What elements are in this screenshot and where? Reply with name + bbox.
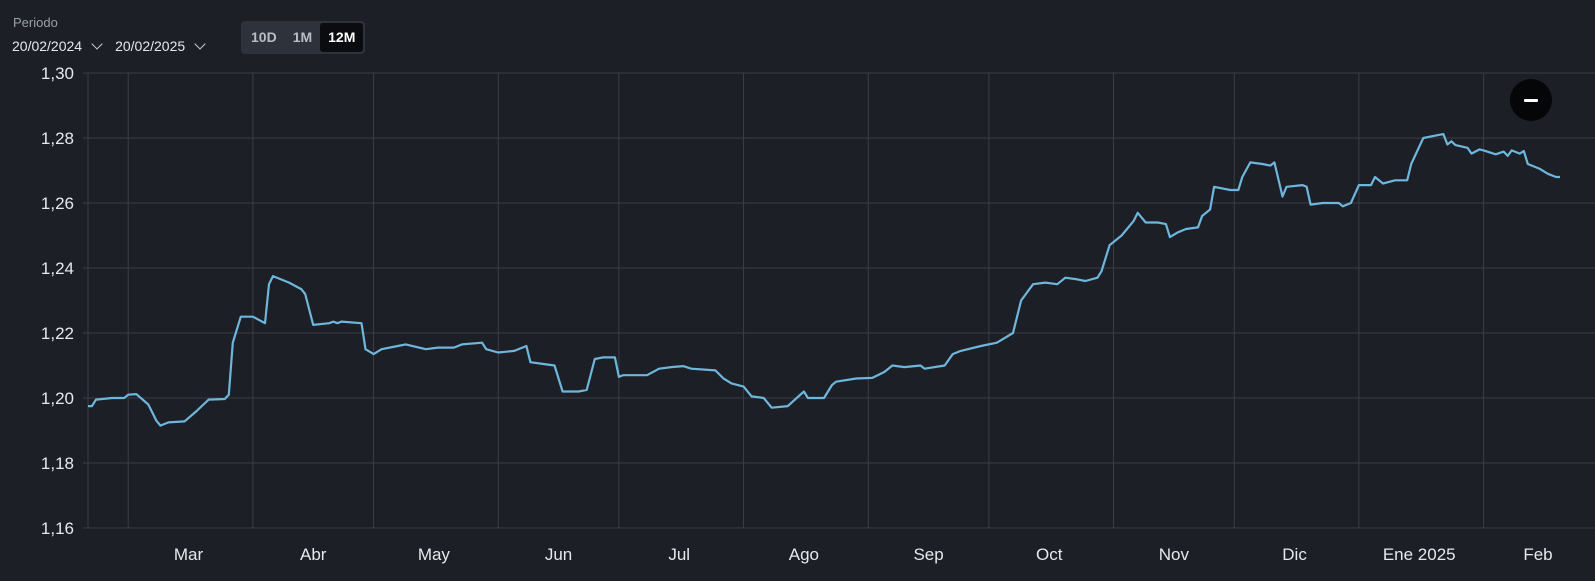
- x-tick-label: Jul: [668, 545, 690, 564]
- end-date-value: 20/02/2025: [115, 38, 186, 54]
- y-tick-label: 1,24: [41, 259, 74, 278]
- y-tick-label: 1,26: [41, 194, 74, 213]
- x-tick-label: Nov: [1159, 545, 1190, 564]
- start-date-picker[interactable]: 20/02/2024: [12, 37, 103, 54]
- minus-icon: [1524, 98, 1538, 102]
- x-tick-label: Mar: [174, 545, 204, 564]
- range-tab-10d[interactable]: 10D: [251, 29, 277, 45]
- y-tick-label: 1,28: [41, 129, 74, 148]
- y-tick-label: 1,22: [41, 324, 74, 343]
- x-tick-label: Abr: [300, 545, 327, 564]
- series-line: [88, 133, 1560, 427]
- y-tick-label: 1,18: [41, 454, 74, 473]
- end-date-picker[interactable]: 20/02/2025: [115, 37, 206, 54]
- x-tick-label: Dic: [1282, 545, 1307, 564]
- grid-lines: [83, 72, 1595, 529]
- date-range: 20/02/2024 20/02/2025: [12, 37, 212, 54]
- x-tick-label: Jun: [545, 545, 572, 564]
- y-tick-label: 1,16: [41, 519, 74, 538]
- x-tick-label: Ago: [789, 545, 819, 564]
- period-label: Periodo: [13, 15, 58, 30]
- x-tick-label: Feb: [1523, 545, 1552, 564]
- y-tick-label: 1,30: [41, 64, 74, 83]
- x-tick-label: Oct: [1036, 545, 1063, 564]
- y-tick-label: 1,20: [41, 389, 74, 408]
- y-axis-ticks: 1,16 1,18 1,20 1,22 1,24 1,26 1,28 1,30: [41, 64, 74, 538]
- range-tab-1m[interactable]: 1M: [292, 29, 313, 45]
- range-tab-12m[interactable]: 12M: [320, 23, 364, 52]
- range-selector: 10D 1M 12M: [241, 21, 366, 54]
- start-date-value: 20/02/2024: [12, 38, 83, 54]
- x-tick-label: Ene 2025: [1383, 545, 1456, 564]
- x-axis-ticks: Mar Abr May Jun Jul Ago Sep Oct Nov Dic Ene 2025 Fe…: [174, 545, 1553, 564]
- zoom-out-button[interactable]: [1510, 79, 1552, 121]
- x-tick-label: Sep: [913, 545, 943, 564]
- x-tick-label: May: [418, 545, 451, 564]
